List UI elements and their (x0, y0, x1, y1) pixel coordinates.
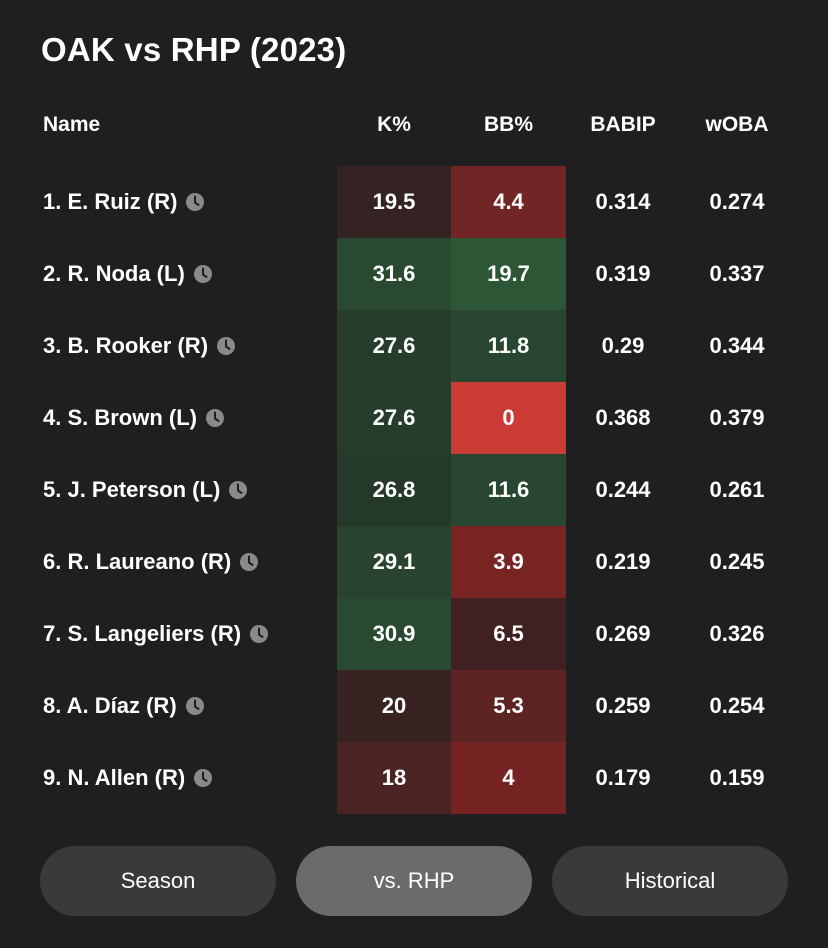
table-row: 7. S. Langeliers (R) 30.9 6.5 0.269 0.326 (0, 598, 828, 670)
bb-pct-cell: 19.7 (451, 238, 566, 310)
woba-cell: 0.254 (709, 693, 765, 718)
player-name-cell[interactable]: 2. R. Noda (L) (43, 238, 213, 310)
column-header-babip: BABIP (590, 113, 656, 136)
player-name-cell[interactable]: 6. R. Laureano (R) (43, 526, 259, 598)
k-pct-cell: 30.9 (337, 598, 451, 670)
table-row: 8. A. Díaz (R) 20 5.3 0.259 0.254 (0, 670, 828, 742)
column-header-bb-pct: BB% (483, 113, 533, 136)
table-row: 6. R. Laureano (R) 29.1 3.9 0.219 0.245 (0, 526, 828, 598)
player-name-cell[interactable]: 3. B. Rooker (R) (43, 310, 236, 382)
player-name-cell[interactable]: 1. E. Ruiz (R) (43, 166, 205, 238)
k-pct-cell: 29.1 (337, 526, 451, 598)
clock-icon[interactable] (185, 192, 205, 212)
table-row: 4. S. Brown (L) 27.6 0 0.368 0.379 (0, 382, 828, 454)
player-name-cell[interactable]: 8. A. Díaz (R) (43, 670, 205, 742)
babip-cell: 0.259 (595, 693, 651, 718)
clock-icon[interactable] (228, 480, 248, 500)
clock-icon[interactable] (239, 552, 259, 572)
clock-icon[interactable] (193, 264, 213, 284)
table-row: 2. R. Noda (L) 31.6 19.7 0.319 0.337 (0, 238, 828, 310)
player-name: 5. J. Peterson (L) (43, 477, 221, 502)
table-row: 3. B. Rooker (R) 27.6 11.8 0.29 0.344 (0, 310, 828, 382)
clock-icon[interactable] (185, 696, 205, 716)
bb-pct-cell: 4 (451, 742, 566, 814)
k-pct-cell: 31.6 (337, 238, 451, 310)
player-name: 6. R. Laureano (R) (43, 549, 232, 574)
player-name-cell[interactable]: 5. J. Peterson (L) (43, 454, 248, 526)
woba-cell: 0.274 (709, 189, 765, 214)
bb-pct-cell: 11.6 (451, 454, 566, 526)
k-pct-cell: 26.8 (337, 454, 451, 526)
player-name-cell[interactable]: 7. S. Langeliers (R) (43, 598, 269, 670)
table-row: 9. N. Allen (R) 18 4 0.179 0.159 (0, 742, 828, 814)
player-name: 7. S. Langeliers (R) (43, 621, 242, 646)
woba-cell: 0.245 (709, 549, 765, 574)
player-name: 1. E. Ruiz (R) (43, 189, 178, 214)
woba-cell: 0.326 (709, 621, 765, 646)
babip-cell: 0.314 (595, 189, 651, 214)
column-header-k-pct: K% (377, 113, 411, 136)
lineup-table: 1. E. Ruiz (R) 19.5 4.4 0.314 0.274 2. R. Nod… (0, 166, 828, 814)
player-name: 3. B. Rooker (R) (43, 333, 209, 358)
babip-cell: 0.368 (595, 405, 651, 430)
player-name-cell[interactable]: 4. S. Brown (L) (43, 382, 225, 454)
babip-cell: 0.269 (595, 621, 651, 646)
clock-icon[interactable] (249, 624, 269, 644)
column-header-name: Name (43, 113, 101, 136)
woba-cell: 0.379 (709, 405, 765, 430)
bb-pct-cell: 5.3 (451, 670, 566, 742)
column-header-woba: wOBA (705, 113, 769, 136)
bb-pct-cell: 0 (451, 382, 566, 454)
bb-pct-cell: 6.5 (451, 598, 566, 670)
historical-button[interactable]: Historical (552, 846, 788, 916)
clock-icon[interactable] (216, 336, 236, 356)
player-name: 2. R. Noda (L) (43, 261, 185, 286)
player-name: 8. A. Díaz (R) (43, 693, 177, 718)
table-row: 1. E. Ruiz (R) 19.5 4.4 0.314 0.274 (0, 166, 828, 238)
vs-rhp-button[interactable]: vs. RHP (296, 846, 532, 916)
woba-cell: 0.337 (709, 261, 765, 286)
woba-cell: 0.159 (709, 765, 765, 790)
bb-pct-cell: 3.9 (451, 526, 566, 598)
babip-cell: 0.29 (601, 333, 645, 358)
player-name: 4. S. Brown (L) (43, 405, 197, 430)
bb-pct-cell: 4.4 (451, 166, 566, 238)
babip-cell: 0.319 (595, 261, 651, 286)
k-pct-cell: 27.6 (337, 310, 451, 382)
player-name-cell[interactable]: 9. N. Allen (R) (43, 742, 213, 814)
season-button[interactable]: Season (40, 846, 276, 916)
clock-icon[interactable] (193, 768, 213, 788)
woba-cell: 0.261 (709, 477, 765, 502)
babip-cell: 0.219 (595, 549, 651, 574)
table-row: 5. J. Peterson (L) 26.8 11.6 0.244 0.261 (0, 454, 828, 526)
bb-pct-cell: 11.8 (451, 310, 566, 382)
babip-cell: 0.179 (595, 765, 651, 790)
k-pct-cell: 18 (337, 742, 451, 814)
k-pct-cell: 20 (337, 670, 451, 742)
clock-icon[interactable] (205, 408, 225, 428)
k-pct-cell: 19.5 (337, 166, 451, 238)
player-name: 9. N. Allen (R) (43, 765, 186, 790)
page-title: OAK vs RHP (2023) (41, 31, 347, 68)
babip-cell: 0.244 (595, 477, 651, 502)
woba-cell: 0.344 (709, 333, 765, 358)
k-pct-cell: 27.6 (337, 382, 451, 454)
